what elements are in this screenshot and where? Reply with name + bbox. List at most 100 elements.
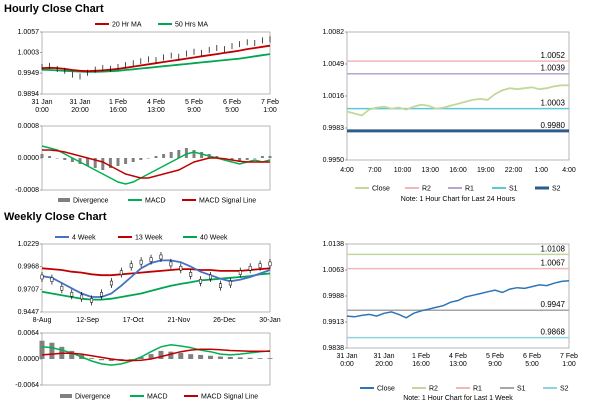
hourly-levels-x-tick-0: 4:00	[340, 167, 354, 174]
hourly-level-label-s2: 0.9980	[541, 121, 566, 130]
hourly-levels-legend-r2-label: R2	[422, 186, 431, 193]
weekly-levels-x-tick-6: 1:00	[562, 361, 576, 368]
weekly-legend-13week-label: 13 Week	[135, 235, 163, 242]
weekly-levels-y-tick-4: 0.9838	[323, 345, 345, 352]
weekly-close-body-16	[199, 279, 203, 284]
weekly-close-body-23	[268, 261, 272, 267]
hourly-divergence-bar-20	[192, 150, 196, 158]
weekly-levels-x-tick-5: 6 Feb	[523, 353, 541, 360]
weekly-divergence-bar-6	[98, 359, 104, 361]
hourly-levels-x-tick-4: 16:00	[449, 167, 467, 174]
hourly-price-x-tick-1: 31 Jan	[69, 99, 90, 106]
weekly-price-y-tick-0: 1.0229	[18, 241, 40, 248]
hourly-divergence-bar-13	[139, 158, 143, 160]
weekly-divergence-bar-5	[89, 358, 95, 359]
hourly-levels-x-tick-1: 7:00	[368, 167, 382, 174]
hourly-divergence-bar-17	[169, 152, 173, 158]
weekly-levels-y-tick-0: 1.0138	[323, 241, 345, 248]
hourly-price-x-tick-2: 16:00	[109, 107, 127, 114]
weekly-divergence-bar-13	[168, 351, 174, 359]
weekly-legend-40week-label: 40 Week	[200, 235, 228, 242]
weekly-macd-frame	[41, 332, 271, 386]
hourly-price-y-tick-0: 1.0057	[18, 29, 40, 36]
weekly-price-x-tick-1: 12-Sep	[76, 317, 99, 324]
weekly-ma40-line	[41, 272, 271, 301]
hourly-macd-y-tick-1: 0.0000	[18, 155, 40, 162]
hourly-price-y-tick-3: 0.9894	[18, 91, 40, 98]
hourly-divergence-bar-16	[162, 154, 166, 158]
hourly-divergence-bar-28	[253, 158, 257, 159]
weekly-close-body-15	[189, 272, 193, 277]
weekly-levels-y-tick-2: 0.9988	[323, 293, 345, 300]
weekly-close-body-20	[238, 270, 242, 275]
weekly-close-body-11	[149, 257, 153, 262]
hourly-levels-legend-s2-label: S2	[552, 186, 561, 193]
hourly-price-y-tick-2: 0.9949	[18, 70, 40, 77]
weekly-signal-line	[41, 348, 270, 362]
hourly-divergence-bar-26	[238, 158, 242, 162]
weekly-close-body-13	[169, 261, 173, 267]
weekly-close-body-4	[80, 294, 84, 300]
weekly-close-body-14	[179, 266, 183, 271]
weekly-levels-x-tick-2: 16:00	[412, 361, 430, 368]
hourly-price-x-tick-3: 13:00	[147, 107, 165, 114]
weekly-close-body-6	[100, 292, 103, 297]
hourly-divergence-bar-27	[245, 158, 249, 160]
weekly-levels-x-tick-0: 31 Jan	[336, 353, 357, 360]
weekly-divergence-bar-12	[158, 350, 164, 359]
weekly-close-body-12	[159, 254, 163, 260]
weekly-close-body-19	[228, 280, 232, 286]
hourly-section-title: Hourly Close Chart	[4, 3, 104, 15]
weekly-levels-y-tick-1: 1.0063	[323, 267, 345, 274]
weekly-level-label-s2: 0.9868	[541, 328, 566, 337]
hourly-levels-legend-s1-label: S1	[509, 186, 518, 193]
weekly-section-title: Weekly Close Chart	[4, 211, 107, 223]
hourly-divergence-bar-8	[101, 158, 105, 170]
weekly-divergence-bar-15	[188, 354, 194, 359]
hourly-price-x-tick-4: 9:00	[187, 107, 201, 114]
hourly-levels-x-tick-2: 10:00	[394, 167, 412, 174]
hourly-signal-line	[42, 149, 270, 179]
hourly-levels-x-tick-5: 19:00	[477, 167, 495, 174]
hourly-level-label-r2: 1.0052	[541, 51, 566, 60]
hourly-level-label-r1: 1.0039	[541, 64, 566, 73]
weekly-levels-legend-s2-label: S2	[560, 386, 569, 393]
weekly-divergence-bar-3	[69, 350, 75, 359]
weekly-divergence-bar-16	[198, 354, 204, 359]
hourly-divergence-bar-25	[230, 158, 234, 160]
weekly-divergence-bar-0	[39, 340, 45, 359]
hourly-levels-y-tick-2: 1.0016	[323, 93, 345, 100]
hourly-divergence-bar-12	[131, 158, 135, 162]
weekly-macd-y-tick-0: 0.0064	[18, 330, 40, 337]
weekly-price-x-tick-0: 8-Aug	[33, 317, 52, 324]
weekly-divergence-bar-14	[178, 352, 184, 359]
weekly-levels-x-tick-2: 1 Feb	[412, 353, 430, 360]
weekly-close-body-21	[248, 266, 252, 271]
weekly-levels-legend-s1-label: S1	[517, 386, 526, 393]
weekly-price-y-tick-2: 0.9707	[18, 286, 40, 293]
weekly-levels-x-tick-0: 0:00	[340, 361, 354, 368]
weekly-divergence-bar-17	[208, 355, 214, 359]
hourly-levels-frame	[346, 31, 570, 161]
weekly-close-body-8	[119, 270, 123, 275]
weekly-legend-divergence-swatch	[60, 394, 72, 398]
weekly-ma13-line	[41, 267, 271, 277]
weekly-close-body-1	[50, 277, 54, 282]
hourly-levels-y-tick-0: 1.0082	[323, 29, 345, 36]
weekly-close-body-18	[218, 283, 222, 288]
hourly-macd-y-tick-0: 0.0008	[18, 123, 40, 130]
hourly-levels-x-tick-6: 22:00	[505, 167, 523, 174]
hourly-divergence-bar-19	[184, 148, 188, 158]
weekly-close-body-9	[129, 263, 133, 268]
weekly-close-body-17	[209, 274, 212, 280]
weekly-macd-y-tick-1: 0.0000	[18, 356, 40, 363]
hourly-price-x-tick-2: 1 Feb	[109, 99, 127, 106]
weekly-price-y-tick-1: 0.9968	[18, 264, 40, 271]
weekly-legend-signal-label: MACD Signal Line	[201, 394, 258, 401]
weekly-levels-x-tick-6: 7 Feb	[560, 353, 578, 360]
hourly-levels-x-tick-3: 13:00	[421, 167, 439, 174]
hourly-divergence-bar-15	[154, 156, 158, 158]
hourly-levels-y-tick-1: 1.0049	[323, 61, 345, 68]
hourly-price-y-tick-1: 1.0003	[18, 50, 40, 57]
weekly-close-body-5	[90, 298, 94, 303]
